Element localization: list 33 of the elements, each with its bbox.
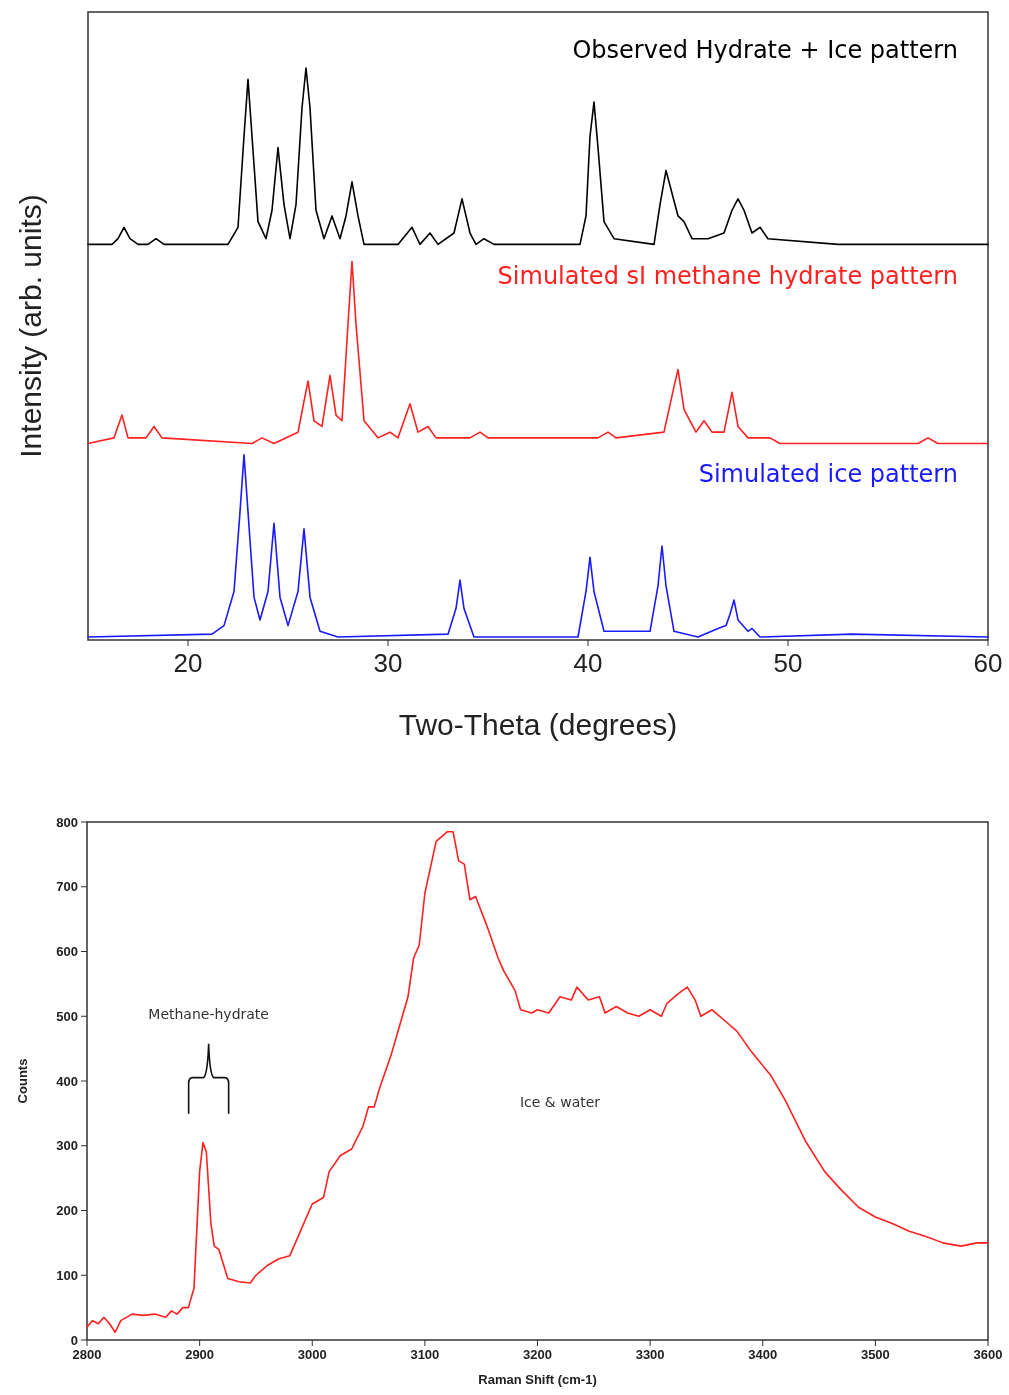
x-tick-label: 30 <box>373 648 403 678</box>
x-tick-label: 3200 <box>523 1347 552 1362</box>
x-tick-label: 3300 <box>635 1347 665 1362</box>
x-tick-label: 3000 <box>297 1347 327 1362</box>
text: Simulated sI methane hydrate pattern <box>497 262 958 291</box>
x-tick-label: 3100 <box>410 1347 440 1362</box>
y-tick-label: 700 <box>56 879 78 895</box>
x-tick-label: 3600 <box>973 1347 1003 1362</box>
y-tick-label: 500 <box>56 1008 78 1024</box>
y-tick-label: 600 <box>56 944 78 960</box>
y-tick-label: 300 <box>56 1138 78 1154</box>
y-tick-label: 400 <box>56 1073 78 1089</box>
x-axis-title: Raman Shift (cm-1) <box>478 1372 597 1387</box>
x-tick-label: 2900 <box>185 1347 215 1362</box>
x-tick-label: 60 <box>973 648 1003 678</box>
y-axis-title: Intensity (arb. units) <box>13 194 47 458</box>
x-axis-title: Two-Theta (degrees) <box>398 708 678 741</box>
x-tick-label: 3400 <box>748 1347 778 1362</box>
x-tick-label: 3500 <box>860 1347 890 1362</box>
x-tick-label: 40 <box>573 648 603 678</box>
series-label: Observed Hydrate + Ice pattern <box>572 36 958 65</box>
y-tick-label: 0 <box>70 1332 78 1348</box>
x-tick-label: 50 <box>773 648 803 678</box>
x-tick-label: 20 <box>173 648 203 678</box>
x-tick-label: 2800 <box>72 1347 102 1362</box>
y-axis-title: Counts <box>14 1058 30 1104</box>
annotation: Methane-hydrate <box>148 1005 269 1022</box>
y-tick-label: 800 <box>56 814 78 830</box>
text: Simulated ice pattern <box>698 460 958 489</box>
annotation: Ice & water <box>519 1093 601 1110</box>
y-tick-label: 200 <box>56 1203 78 1219</box>
y-tick-label: 100 <box>56 1267 78 1283</box>
line-series <box>86 830 989 1334</box>
